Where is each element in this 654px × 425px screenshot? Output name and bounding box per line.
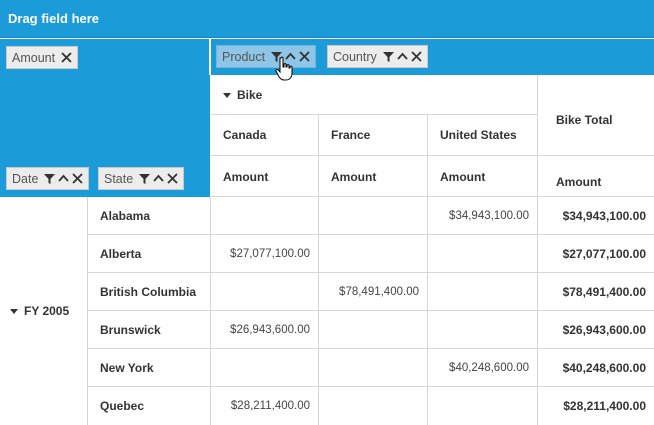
measure-label: Amount [223,170,269,184]
column-header-label: Canada [223,128,267,142]
row-header-state: British Columbia [88,273,211,311]
collapse-caret-icon[interactable] [223,93,231,99]
collapse-caret-icon[interactable] [10,309,18,315]
row-header-label: New York [100,360,154,375]
row-header-state: New York [88,349,211,387]
row-header-label: Alabama [100,208,151,223]
sort-ascending-icon[interactable] [57,172,70,185]
value-cell[interactable] [211,349,319,387]
column-header-bike[interactable]: Bike [211,75,538,115]
sort-ascending-icon[interactable] [152,172,165,185]
row-header-label: Alberta [100,246,142,261]
field-pill-state[interactable]: State [98,167,185,190]
value-cell[interactable] [428,273,538,311]
column-header-bike-total: Bike Total [538,75,654,156]
value-cell[interactable]: $28,211,400.00 [211,387,319,425]
sort-ascending-icon[interactable] [396,50,409,63]
column-header-label: France [331,128,371,142]
field-pill-country[interactable]: Country [327,45,428,68]
value-cell[interactable]: $27,077,100.00 [211,235,319,273]
value-cell[interactable]: $78,491,400.00 [319,273,428,311]
measure-header: Amount [428,156,538,197]
field-pill-label: Product [222,49,266,64]
total-cell[interactable]: $28,211,400.00 [538,387,654,425]
field-pill-label: Country [333,49,377,64]
close-icon[interactable] [410,50,423,63]
value-cell[interactable]: $34,943,100.00 [428,197,538,235]
column-header-label: Bike [237,88,263,102]
total-cell[interactable]: $34,943,100.00 [538,197,654,235]
filter-icon[interactable] [270,50,283,63]
measure-label: Amount [440,170,486,184]
row-group-fy2005[interactable]: FY 2005 [0,197,88,425]
column-header-country: United States [428,115,538,156]
column-header-country: France [319,115,428,156]
field-pill-label: Amount [12,50,56,65]
value-cell[interactable] [428,387,538,425]
close-icon[interactable] [71,172,84,185]
filter-icon[interactable] [43,172,56,185]
total-cell[interactable]: $78,491,400.00 [538,273,654,311]
value-cell[interactable] [319,235,428,273]
value-cell[interactable]: $40,248,600.00 [428,349,538,387]
value-cell[interactable] [211,197,319,235]
close-icon[interactable] [298,50,311,63]
field-pill-label: State [104,171,134,186]
value-cell[interactable] [319,197,428,235]
row-header-state: Quebec [88,387,211,425]
sort-ascending-icon[interactable] [284,50,297,63]
column-header-label: United States [440,128,517,142]
hand-cursor-icon [275,56,295,82]
total-cell[interactable]: $40,248,600.00 [538,349,654,387]
value-cell[interactable] [211,273,319,311]
total-cell[interactable]: $27,077,100.00 [538,235,654,273]
row-group-label: FY 2005 [24,304,70,318]
measure-header: Amount [211,156,319,197]
field-pill-product[interactable]: Product [216,45,317,68]
field-pill-amount[interactable]: Amount [6,46,79,69]
row-header-label: Quebec [100,399,145,413]
value-cell[interactable]: $26,943,600.00 [211,311,319,349]
row-header-state: Alabama [88,197,211,235]
filter-drop-area[interactable]: Drag field here [0,0,654,38]
close-icon[interactable] [60,51,73,64]
rows-drop-area[interactable]: Date State [0,75,210,197]
row-header-label: British Columbia [100,284,197,299]
field-pill-label: Date [12,171,39,186]
value-cell[interactable] [428,311,538,349]
row-header-state: Alberta [88,235,211,273]
column-header-country: Canada [211,115,319,156]
value-cell[interactable] [428,235,538,273]
measure-label: Amount [556,175,602,189]
value-cell[interactable] [319,387,428,425]
filter-icon[interactable] [382,50,395,63]
value-cell[interactable] [319,349,428,387]
values-drop-area[interactable]: Amount [0,39,210,75]
row-header-label: Brunswick [100,322,161,337]
drag-field-label: Drag field here [8,11,100,26]
row-header-state: Brunswick [88,311,211,349]
column-header-label: Bike Total [556,113,613,127]
measure-label: Amount [331,170,377,184]
measure-header: Amount [319,156,428,197]
measure-header: Amount [538,156,654,197]
total-cell[interactable]: $26,943,600.00 [538,311,654,349]
filter-icon[interactable] [138,172,151,185]
close-icon[interactable] [166,172,179,185]
field-pill-date[interactable]: Date [6,167,90,190]
value-cell[interactable] [319,311,428,349]
